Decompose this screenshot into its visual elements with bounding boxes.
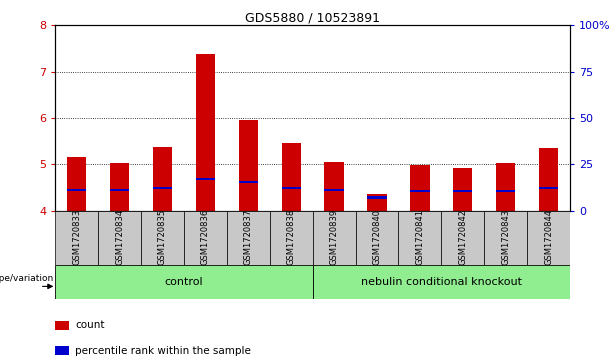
Bar bbox=[67, 188, 86, 191]
Bar bbox=[410, 190, 430, 192]
Bar bbox=[441, 211, 484, 265]
Text: GSM1720835: GSM1720835 bbox=[158, 209, 167, 265]
Title: GDS5880 / 10523891: GDS5880 / 10523891 bbox=[245, 11, 380, 24]
Bar bbox=[367, 194, 387, 211]
Bar bbox=[496, 190, 516, 192]
Bar bbox=[324, 188, 344, 191]
Text: nebulin conditional knockout: nebulin conditional knockout bbox=[361, 277, 522, 287]
Text: GSM1720844: GSM1720844 bbox=[544, 209, 553, 265]
Text: percentile rank within the sample: percentile rank within the sample bbox=[75, 346, 251, 356]
Bar bbox=[367, 196, 387, 199]
Text: GSM1720836: GSM1720836 bbox=[201, 209, 210, 265]
Bar bbox=[67, 157, 86, 211]
Bar bbox=[184, 211, 227, 265]
Bar bbox=[196, 178, 215, 180]
Text: GSM1720840: GSM1720840 bbox=[373, 209, 381, 265]
Bar bbox=[539, 148, 558, 211]
Bar bbox=[453, 168, 473, 211]
Bar bbox=[398, 211, 441, 265]
Text: GSM1720839: GSM1720839 bbox=[330, 209, 338, 265]
Bar bbox=[281, 143, 301, 211]
Bar bbox=[110, 163, 129, 211]
Bar bbox=[313, 265, 570, 299]
Bar bbox=[496, 163, 516, 211]
Bar bbox=[527, 211, 570, 265]
Bar bbox=[313, 211, 356, 265]
Bar bbox=[270, 211, 313, 265]
Bar bbox=[196, 54, 215, 211]
Bar bbox=[410, 165, 430, 211]
Bar bbox=[539, 187, 558, 189]
Text: count: count bbox=[75, 320, 105, 330]
Bar bbox=[238, 181, 258, 183]
Text: GSM1720838: GSM1720838 bbox=[287, 209, 295, 265]
Bar bbox=[153, 187, 172, 189]
Bar bbox=[227, 211, 270, 265]
Bar bbox=[281, 187, 301, 189]
Bar bbox=[55, 321, 69, 330]
Text: GSM1720842: GSM1720842 bbox=[459, 209, 467, 265]
Bar bbox=[356, 211, 398, 265]
Bar bbox=[110, 188, 129, 191]
Bar bbox=[98, 211, 141, 265]
Bar bbox=[55, 265, 313, 299]
Bar bbox=[153, 147, 172, 211]
Text: genotype/variation: genotype/variation bbox=[0, 274, 53, 283]
Bar bbox=[484, 211, 527, 265]
Text: GSM1720834: GSM1720834 bbox=[115, 209, 124, 265]
Text: control: control bbox=[164, 277, 204, 287]
Text: GSM1720837: GSM1720837 bbox=[244, 209, 253, 265]
Bar bbox=[55, 346, 69, 355]
Bar bbox=[141, 211, 184, 265]
Bar bbox=[324, 162, 344, 211]
Bar bbox=[238, 120, 258, 211]
Text: GSM1720841: GSM1720841 bbox=[416, 209, 424, 265]
Bar bbox=[453, 190, 473, 192]
Text: GSM1720843: GSM1720843 bbox=[501, 209, 510, 265]
Bar bbox=[55, 211, 98, 265]
Text: GSM1720833: GSM1720833 bbox=[72, 209, 81, 265]
